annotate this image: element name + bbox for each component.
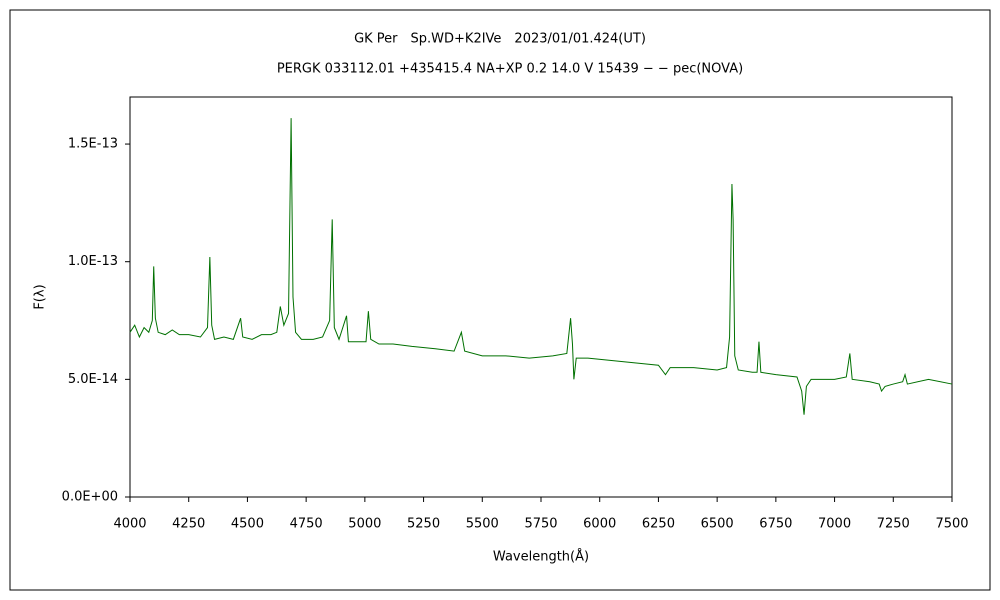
x-tick-label: 4000 [113, 517, 146, 532]
spectrum-line [129, 118, 953, 415]
chart-subtitle: PERGK 033112.01 +435415.4 NA+XP 0.2 14.0… [277, 62, 743, 77]
x-tick-label: 7000 [818, 517, 851, 532]
x-tick-label: 7500 [935, 517, 968, 532]
x-tick-label: 7250 [877, 517, 910, 532]
y-tick-label: 1.5E-13 [68, 137, 118, 152]
y-axis-label: F(λ) [33, 284, 48, 309]
x-tick-label: 4750 [290, 517, 323, 532]
y-tick-label: 0.0E+00 [62, 490, 118, 505]
y-tick-label: 1.0E-13 [68, 254, 118, 269]
y-tick-label: 5.0E-14 [68, 372, 118, 387]
x-tick-label: 6750 [759, 517, 792, 532]
x-tick-label: 5750 [524, 517, 557, 532]
x-tick-label: 6250 [642, 517, 675, 532]
x-tick-label: 5500 [466, 517, 499, 532]
x-tick-label: 6000 [583, 517, 616, 532]
x-tick-label: 4500 [231, 517, 264, 532]
chart-title: GK Per Sp.WD+K2IVe 2023/01/01.424(UT) [354, 32, 646, 47]
x-tick-label: 6500 [701, 517, 734, 532]
x-tick-label: 5250 [407, 517, 440, 532]
x-tick-label: 5000 [348, 517, 381, 532]
x-tick-label: 4250 [172, 517, 205, 532]
x-axis-label: Wavelength(Å) [493, 549, 589, 565]
chart-frame [9, 9, 991, 591]
